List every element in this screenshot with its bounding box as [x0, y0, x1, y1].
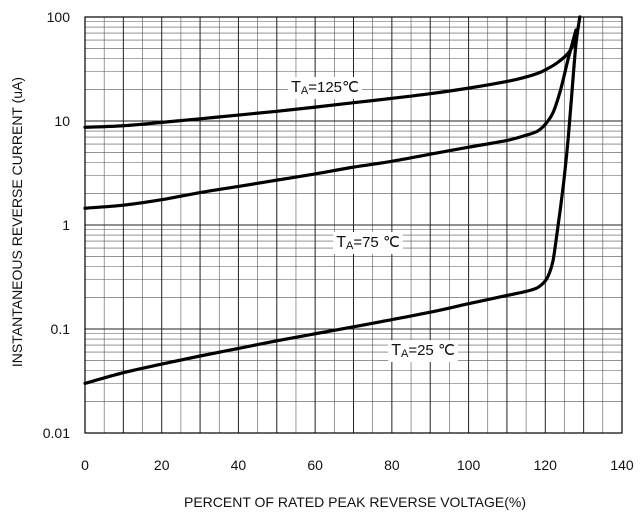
series-line-3 [83, 15, 582, 385]
series-label-main: T [291, 79, 301, 96]
x-tick-label: 0 [81, 457, 89, 473]
series-label-text: TA=75 ℃ [336, 234, 400, 252]
x-tick-label: 80 [384, 457, 400, 473]
series-label-2: TA=75 ℃ [333, 232, 403, 254]
series-label-rest: =75 ℃ [353, 234, 399, 251]
y-tick-label: 100 [47, 9, 71, 25]
series-label-1: TA=125℃ [288, 77, 362, 99]
series-label-text: TA=25 ℃ [391, 342, 455, 360]
x-tick-labels: 0 20 40 60 80 100 120 140 [81, 457, 634, 473]
y-tick-label: 10 [54, 113, 70, 129]
major-gridlines [85, 17, 622, 433]
x-tick-label: 120 [534, 457, 558, 473]
y-tick-label: 1 [62, 217, 70, 233]
series-label-3: TA=25 ℃ [388, 340, 458, 362]
x-tick-label: 40 [231, 457, 247, 473]
series-label-rest: =125℃ [308, 79, 359, 96]
series-label-sub: A [301, 85, 309, 97]
series-label-rest: =25 ℃ [408, 342, 454, 359]
y-axis-title: INSTANTANEOUS REVERSE CURRENT (uA) [9, 77, 25, 367]
x-tick-label: 100 [457, 457, 481, 473]
series-line-1 [83, 38, 578, 129]
series-label-background [288, 77, 362, 99]
series-label-background [333, 232, 403, 254]
series-label-main: T [336, 234, 346, 251]
series-label-sub: A [401, 348, 409, 360]
y-tick-labels: 0.01 0.1 1 10 100 [43, 9, 70, 441]
x-tick-label: 140 [610, 457, 634, 473]
series-curves [83, 15, 582, 385]
series-label-text: TA=125℃ [291, 79, 359, 97]
x-tick-label: 20 [154, 457, 170, 473]
y-tick-label: 0.1 [51, 321, 71, 337]
series-label-main: T [391, 342, 401, 359]
y-tick-label: 0.01 [43, 425, 70, 441]
series-label-sub: A [346, 240, 354, 252]
x-axis-title: PERCENT OF RATED PEAK REVERSE VOLTAGE(%) [184, 494, 526, 510]
series-line-2 [83, 28, 578, 210]
series-label-background [388, 340, 458, 362]
series-labels: TA=125℃TA=75 ℃TA=25 ℃ [288, 77, 458, 362]
x-tick-label: 60 [307, 457, 323, 473]
plot-frame [84, 16, 623, 434]
